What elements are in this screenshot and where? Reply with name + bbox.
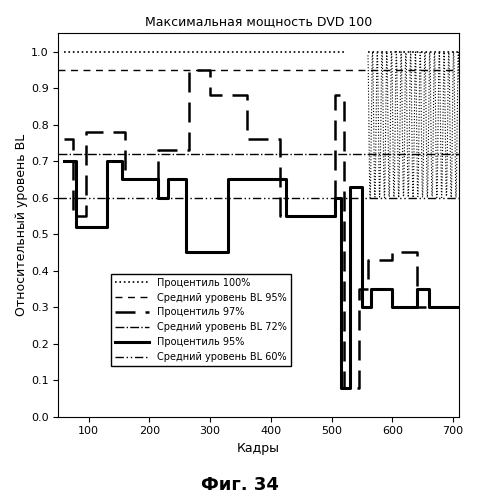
Процентиль 97% [70, 213, 76, 219]
Процентиль 97% [156, 147, 161, 153]
Процентиль 95% [104, 158, 110, 164]
Процентиль 95% [156, 176, 161, 182]
Процентиль 97% [365, 256, 371, 262]
Процентиль 95% [119, 176, 125, 182]
Text: Фиг. 34: Фиг. 34 [201, 476, 278, 494]
Процентиль 97% [277, 213, 283, 219]
Процентиль 97% [389, 250, 395, 256]
Процентиль 97% [414, 250, 420, 256]
Процентиль 97% [244, 92, 250, 98]
Процентиль 97% [70, 136, 76, 142]
Процентиль 97% [365, 286, 371, 292]
Процентиль 97% [456, 304, 462, 310]
Процентиль 97% [331, 92, 337, 98]
Процентиль 97% [83, 213, 89, 219]
Процентиль 95% [338, 194, 343, 200]
Процентиль 97% [122, 129, 128, 135]
Процентиль 100% [341, 48, 346, 54]
Процентиль 95% [456, 304, 462, 310]
Процентиль 95% [183, 250, 189, 256]
Процентиль 95% [368, 286, 374, 292]
Процентиль 95% [426, 286, 432, 292]
Процентиль 95% [226, 250, 231, 256]
Процентиль 97% [356, 286, 362, 292]
Средний уровень BL 95% [25, 67, 31, 73]
Процентиль 97% [244, 136, 250, 142]
Процентиль 95% [122, 176, 128, 182]
Процентиль 97% [389, 256, 395, 262]
Процентиль 97% [207, 92, 213, 98]
Процентиль 97% [341, 92, 346, 98]
Процентиль 95% [414, 286, 420, 292]
Процентиль 95% [226, 176, 231, 182]
Процентиль 95% [389, 286, 395, 292]
Процентиль 95% [104, 224, 110, 230]
Процентиль 97% [331, 213, 337, 219]
Процентиль 95% [331, 213, 337, 219]
Процентиль 95% [368, 304, 374, 310]
Процентиль 95% [414, 304, 420, 310]
Процентиль 95% [74, 224, 80, 230]
Средний уровень BL 60% [25, 194, 31, 200]
Процентиль 97% [341, 384, 346, 390]
Средний уровень BL 60% [25, 194, 31, 200]
Процентиль 95% [165, 176, 171, 182]
Процентиль 97% [414, 304, 420, 310]
Процентиль 95% [426, 304, 432, 310]
Процентиль 95% [347, 184, 353, 190]
Процентиль 95% [359, 304, 365, 310]
Процентиль 95% [283, 176, 289, 182]
Средний уровень BL 72% [25, 151, 31, 157]
Процентиль 95% [74, 158, 80, 164]
Процентиль 97% [156, 176, 161, 182]
Процентиль 95% [283, 213, 289, 219]
X-axis label: Кадры: Кадры [237, 442, 280, 455]
Процентиль 95% [183, 176, 189, 182]
Line: Процентиль 97%: Процентиль 97% [64, 70, 459, 388]
Процентиль 95% [359, 184, 365, 190]
Процентиль 95% [122, 176, 128, 182]
Title: Максимальная мощность DVD 100: Максимальная мощность DVD 100 [145, 15, 372, 28]
Процентиль 95% [347, 384, 353, 390]
Процентиль 100% [61, 48, 67, 54]
Процентиль 95% [119, 158, 125, 164]
Средний уровень BL 95% [25, 67, 31, 73]
Процентиль 97% [83, 129, 89, 135]
Процентиль 97% [207, 67, 213, 73]
Legend: Процентиль 100%, Средний уровень BL 95%, Процентиль 97%, Средний уровень BL 72%,: Процентиль 100%, Средний уровень BL 95%,… [111, 274, 291, 366]
Line: Процентиль 95%: Процентиль 95% [64, 161, 459, 388]
Процентиль 95% [389, 304, 395, 310]
Процентиль 95% [61, 158, 67, 164]
Процентиль 95% [165, 194, 171, 200]
Процентиль 97% [356, 384, 362, 390]
Процентиль 97% [61, 136, 67, 142]
Процентиль 97% [186, 147, 192, 153]
Процентиль 97% [186, 67, 192, 73]
Процентиль 95% [331, 194, 337, 200]
Процентиль 97% [277, 136, 283, 142]
Средний уровень BL 72% [25, 151, 31, 157]
Процентиль 97% [122, 176, 128, 182]
Y-axis label: Относительный уровень BL: Относительный уровень BL [15, 134, 28, 316]
Процентиль 95% [156, 194, 161, 200]
Процентиль 95% [338, 384, 343, 390]
